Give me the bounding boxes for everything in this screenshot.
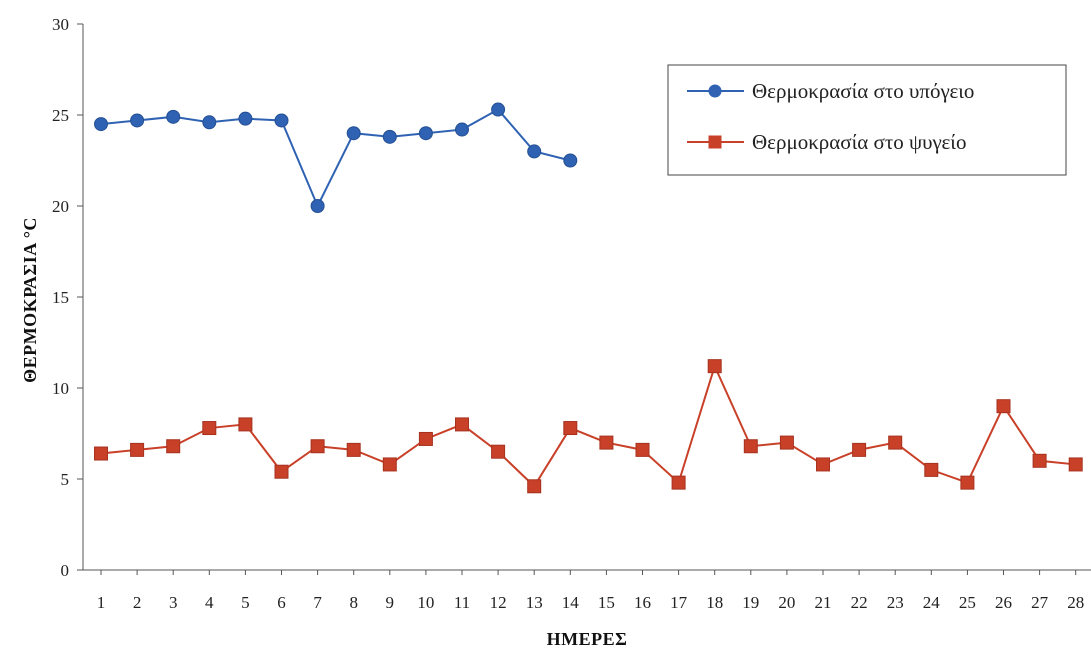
data-point xyxy=(418,126,433,141)
legend-item: Θερμοκρασία στο ψυγείο xyxy=(687,130,966,154)
data-point xyxy=(563,421,578,436)
x-tick-label: 5 xyxy=(241,593,250,612)
data-point xyxy=(455,417,469,432)
x-tick-label: 24 xyxy=(923,593,941,612)
legend-box xyxy=(667,64,1067,176)
data-point xyxy=(166,439,181,454)
x-tick-label: 1 xyxy=(97,593,106,612)
data-point xyxy=(779,435,794,450)
data-point xyxy=(635,442,650,457)
x-tick-label: 26 xyxy=(995,593,1012,612)
x-tick-label: 13 xyxy=(526,593,543,612)
y-tick-label: 10 xyxy=(52,379,69,398)
x-tick-label: 15 xyxy=(598,593,615,612)
y-tick-label: 0 xyxy=(61,561,70,580)
data-point xyxy=(743,439,758,454)
series-2 xyxy=(94,359,1083,494)
y-tick-label: 5 xyxy=(61,470,70,489)
x-tick-label: 10 xyxy=(417,593,434,612)
data-point xyxy=(382,129,397,144)
x-tick-label: 7 xyxy=(313,593,322,612)
x-tick-label: 21 xyxy=(815,593,832,612)
legend-label: Θερμοκρασία στο υπόγειο xyxy=(752,79,974,103)
data-point xyxy=(707,359,722,374)
x-tick-label: 4 xyxy=(205,593,214,612)
data-point xyxy=(491,102,506,117)
data-point xyxy=(274,113,289,128)
x-tick-label: 2 xyxy=(133,593,142,612)
series-line xyxy=(100,363,1076,488)
data-point xyxy=(960,475,975,490)
x-tick-label: 14 xyxy=(562,593,580,612)
x-tick-label: 9 xyxy=(386,593,395,612)
data-point xyxy=(166,109,181,124)
data-point xyxy=(418,431,433,446)
series-line xyxy=(100,108,571,209)
legend-marker xyxy=(708,135,722,149)
x-tick-label: 19 xyxy=(742,593,759,612)
x-tick-label: 16 xyxy=(634,593,651,612)
data-point xyxy=(996,399,1011,414)
data-point xyxy=(346,126,361,141)
x-tick-label: 20 xyxy=(778,593,795,612)
x-tick-label: 17 xyxy=(670,593,688,612)
y-tick-label: 30 xyxy=(52,15,69,34)
data-point xyxy=(563,153,578,168)
y-axis: 0 5 10 15 20 25 30 xyxy=(52,15,84,580)
x-tick-label: 25 xyxy=(959,593,976,612)
x-tick-label: 28 xyxy=(1067,593,1084,612)
x-tick-label: 22 xyxy=(851,593,868,612)
data-point xyxy=(671,475,686,490)
x-tick-label: 8 xyxy=(349,593,358,612)
data-point xyxy=(238,111,253,126)
data-point xyxy=(130,113,145,128)
x-tick-label: 23 xyxy=(887,593,904,612)
data-point xyxy=(527,479,542,494)
y-tick-label: 25 xyxy=(52,106,69,125)
y-axis-title: ΘΕΡΜΟΚΡΑΣΙΑ °C xyxy=(20,217,40,383)
data-point xyxy=(382,457,397,472)
series-1 xyxy=(94,102,578,213)
data-point xyxy=(491,444,506,459)
x-tick-label: 11 xyxy=(454,593,470,612)
data-point xyxy=(888,435,903,450)
data-point xyxy=(455,122,469,137)
legend-marker xyxy=(708,84,722,98)
x-tick-label: 12 xyxy=(490,593,507,612)
data-point xyxy=(346,442,361,457)
data-point xyxy=(1068,457,1083,472)
data-point xyxy=(130,442,145,457)
series-layer xyxy=(94,102,1083,494)
data-point xyxy=(852,442,867,457)
x-tick-label: 18 xyxy=(706,593,723,612)
data-point xyxy=(94,446,108,461)
data-point xyxy=(94,117,108,132)
data-point xyxy=(274,464,289,479)
legend-item: Θερμοκρασία στο υπόγειο xyxy=(687,79,974,103)
legend-label: Θερμοκρασία στο ψυγείο xyxy=(752,130,966,154)
data-point xyxy=(238,417,253,432)
data-point xyxy=(527,144,542,159)
y-tick-label: 20 xyxy=(52,197,69,216)
data-point xyxy=(310,199,325,213)
x-tick-label: 3 xyxy=(169,593,178,612)
x-axis: 1 2 3 4 5 6 7 8 9 10 11 12 13 14 15 16 17 18 19 20 21 22 23 24 2… xyxy=(83,569,1091,612)
data-point xyxy=(816,457,830,472)
legend: Θερμοκρασία στο υπόγειο Θερμοκρασία στο ψ… xyxy=(667,64,1067,176)
data-point xyxy=(599,435,614,450)
x-tick-label: 27 xyxy=(1031,593,1049,612)
data-point xyxy=(310,439,325,454)
data-point xyxy=(924,462,939,477)
data-point xyxy=(202,421,217,436)
data-point xyxy=(1032,453,1047,468)
x-tick-label: 6 xyxy=(277,593,286,612)
y-tick-label: 15 xyxy=(52,288,69,307)
x-axis-title: ΗΜΕΡΕΣ xyxy=(547,629,628,649)
data-point xyxy=(202,115,217,130)
